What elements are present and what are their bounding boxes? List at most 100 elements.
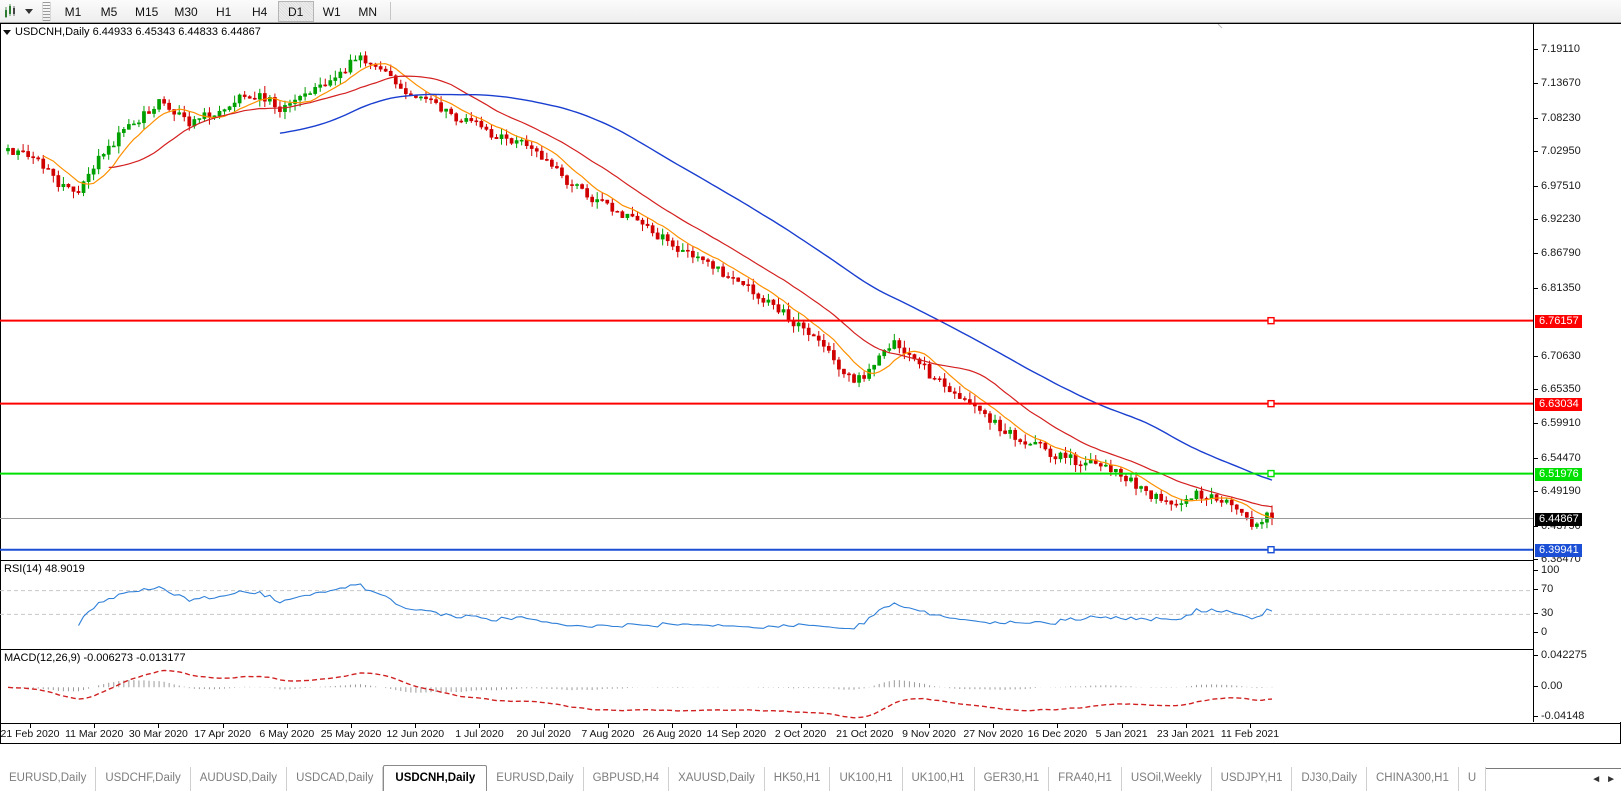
rsi-pane[interactable]: RSI(14) 48.9019 (0, 560, 1533, 640)
date-tick: 1 Jul 2020 (455, 728, 504, 740)
price-tick: 6.97510 (1534, 180, 1581, 193)
price-tick: 7.13670 (1534, 77, 1581, 90)
date-gridline (158, 724, 160, 728)
price-pane[interactable]: USDCNH,Daily 6.44933 6.45343 6.44833 6.4… (0, 24, 1533, 559)
chart-tab-fra40-h1[interactable]: FRA40,H1 (1049, 767, 1122, 791)
macd-tick: -0.04148 (1534, 710, 1584, 723)
symbol-header: USDCNH,Daily 6.44933 6.45343 6.44833 6.4… (3, 26, 261, 38)
date-gridline (928, 724, 930, 728)
rsi-plot (0, 583, 1533, 630)
date-tick: 21 Oct 2020 (836, 728, 894, 740)
date-gridline (286, 724, 288, 728)
chart-tab-usdcnh-daily[interactable]: USDCNH,Daily (383, 765, 488, 791)
tab-scroll-next-icon[interactable]: ► (1606, 773, 1616, 785)
rsi-tick: 30 (1534, 607, 1553, 620)
macd-plot (7, 669, 1273, 719)
chart-tabbar: EURUSD,Daily USDCHF,Daily AUDUSD,Daily USDC… (0, 744, 1621, 792)
macd-tick: 0.042275 (1534, 649, 1587, 662)
chart-tab-ger30-h1[interactable]: GER30,H1 (974, 767, 1050, 791)
timeframe-h1[interactable]: H1 (216, 4, 232, 19)
chart-tab-china300-h1[interactable]: CHINA300,H1 (1366, 767, 1459, 791)
price-tick: 6.54470 (1534, 452, 1581, 465)
chart-tab-xauusd-daily[interactable]: XAUUSD,Daily (669, 767, 765, 791)
chart-tab-u[interactable]: U (1458, 767, 1487, 791)
price-scale[interactable]: 7.19110 7.13670 7.08230 7.02950 6.97510 6.922… (1533, 24, 1621, 722)
date-tick: 25 May 2020 (320, 728, 382, 740)
chart-tab-eurusd-daily[interactable]: EURUSD,Daily (487, 767, 584, 791)
price-tick: 6.70630 (1534, 350, 1581, 363)
timeframe-mn[interactable]: MN (358, 4, 378, 19)
chart-tab-hk50-h1[interactable]: HK50,H1 (764, 767, 831, 791)
timeframe-m5[interactable]: M5 (100, 4, 118, 19)
tab-scroll-prev-icon[interactable]: ◄ (1591, 773, 1602, 785)
timeframe-m30[interactable]: M30 (174, 4, 198, 19)
toolbar-drag-handle[interactable] (42, 1, 51, 21)
price-level-label-red[interactable]: 6.63034 (1535, 397, 1582, 411)
rsi-tick: 0 (1534, 626, 1547, 639)
chart-type-icon[interactable] (2, 1, 22, 21)
chart-tab-uk100-h1[interactable]: UK100,H1 (902, 767, 975, 791)
timeframe-d1[interactable]: D1 (277, 0, 314, 22)
price-tick: 6.49190 (1534, 485, 1581, 498)
chart-area[interactable]: USDCNH,Daily 6.44933 6.45343 6.44833 6.4… (0, 23, 1621, 744)
date-axis[interactable]: 21 Feb 2020 11 Mar 2020 30 Mar 2020 17 Apr … (0, 723, 1621, 744)
date-gridline (800, 724, 802, 728)
date-gridline (607, 724, 609, 728)
date-tick: 2 Oct 2020 (774, 728, 827, 740)
date-gridline (479, 724, 481, 728)
price-tick: 6.81350 (1534, 282, 1581, 295)
date-gridline (1121, 724, 1123, 728)
chart-tab-usoil-weekly[interactable]: USOil,Weekly (1121, 767, 1212, 791)
chart-tab-usdjpy-h1[interactable]: USDJPY,H1 (1211, 767, 1293, 791)
date-tick: 9 Nov 2020 (902, 728, 956, 740)
tab-scroll-nav[interactable]: ◄ ► (1586, 767, 1621, 791)
chart-tab-usdchf-daily[interactable]: USDCHF,Daily (96, 767, 191, 791)
date-tick: 27 Nov 2020 (963, 728, 1023, 740)
collapse-triangle-icon[interactable] (3, 29, 11, 35)
timeframe-m15[interactable]: M15 (135, 4, 159, 19)
symbol-header-text: USDCNH,Daily 6.44933 6.45343 6.44833 6.4… (15, 26, 261, 38)
date-gridline (415, 724, 417, 728)
chart-tab-eurusd-daily[interactable]: EURUSD,Daily (0, 767, 97, 791)
chart-tab-dj30-daily[interactable]: DJ30,Daily (1292, 767, 1367, 791)
price-tick: 6.59910 (1534, 417, 1581, 430)
chart-tab-gbpusd-h4[interactable]: GBPUSD,H4 (583, 767, 670, 791)
timeframe-m1[interactable]: M1 (64, 4, 82, 19)
date-tick: 11 Mar 2020 (65, 728, 124, 740)
date-tick: 23 Jan 2021 (1156, 728, 1215, 740)
date-tick: 26 Aug 2020 (642, 728, 702, 740)
price-tick: 6.65350 (1534, 383, 1581, 396)
macd-tick: 0.00 (1534, 680, 1562, 693)
date-gridline (222, 724, 224, 728)
toolbar-divider (389, 2, 391, 20)
price-tick: 7.19110 (1534, 43, 1580, 56)
chart-tab-uk100-h1[interactable]: UK100,H1 (830, 767, 903, 791)
chart-tab-usdcad-daily[interactable]: USDCAD,Daily (287, 767, 384, 791)
date-gridline (736, 724, 738, 728)
date-gridline (351, 724, 353, 728)
rsi-label: RSI(14) 48.9019 (4, 563, 85, 575)
timeframe-buttons: M1 M5 M15 M30 H1 H4 D1 W1 MN (55, 0, 386, 22)
date-tick: 7 Aug 2020 (581, 728, 635, 740)
date-gridline (1057, 724, 1059, 728)
date-gridline (94, 724, 96, 728)
timeframe-h4[interactable]: H4 (252, 4, 268, 19)
price-level-label-black[interactable]: 6.44867 (1535, 512, 1582, 526)
date-gridline (1185, 724, 1187, 728)
rsi-tick: 70 (1534, 583, 1553, 596)
price-tick: 7.02950 (1534, 145, 1581, 158)
price-level-label-blue[interactable]: 6.39941 (1535, 543, 1582, 557)
timeframe-w1[interactable]: W1 (322, 4, 341, 19)
price-tick: 6.92230 (1534, 213, 1581, 226)
chart-tab-strip[interactable]: EURUSD,Daily USDCHF,Daily AUDUSD,Daily USDC… (0, 765, 1621, 792)
price-level-label-red[interactable]: 6.76157 (1535, 314, 1582, 328)
date-tick: 12 Jun 2020 (386, 728, 445, 740)
date-tick: 17 Apr 2020 (194, 728, 251, 740)
date-tick: 11 Feb 2021 (1220, 728, 1280, 740)
macd-label: MACD(12,26,9) -0.006273 -0.013177 (4, 652, 186, 664)
price-level-label-green[interactable]: 6.51976 (1535, 467, 1582, 481)
date-tick: 30 Mar 2020 (128, 728, 188, 740)
macd-pane[interactable]: MACD(12,26,9) -0.006273 -0.013177 (0, 649, 1533, 722)
chevron-down-icon[interactable] (22, 1, 36, 21)
chart-tab-audusd-daily[interactable]: AUDUSD,Daily (190, 767, 288, 791)
